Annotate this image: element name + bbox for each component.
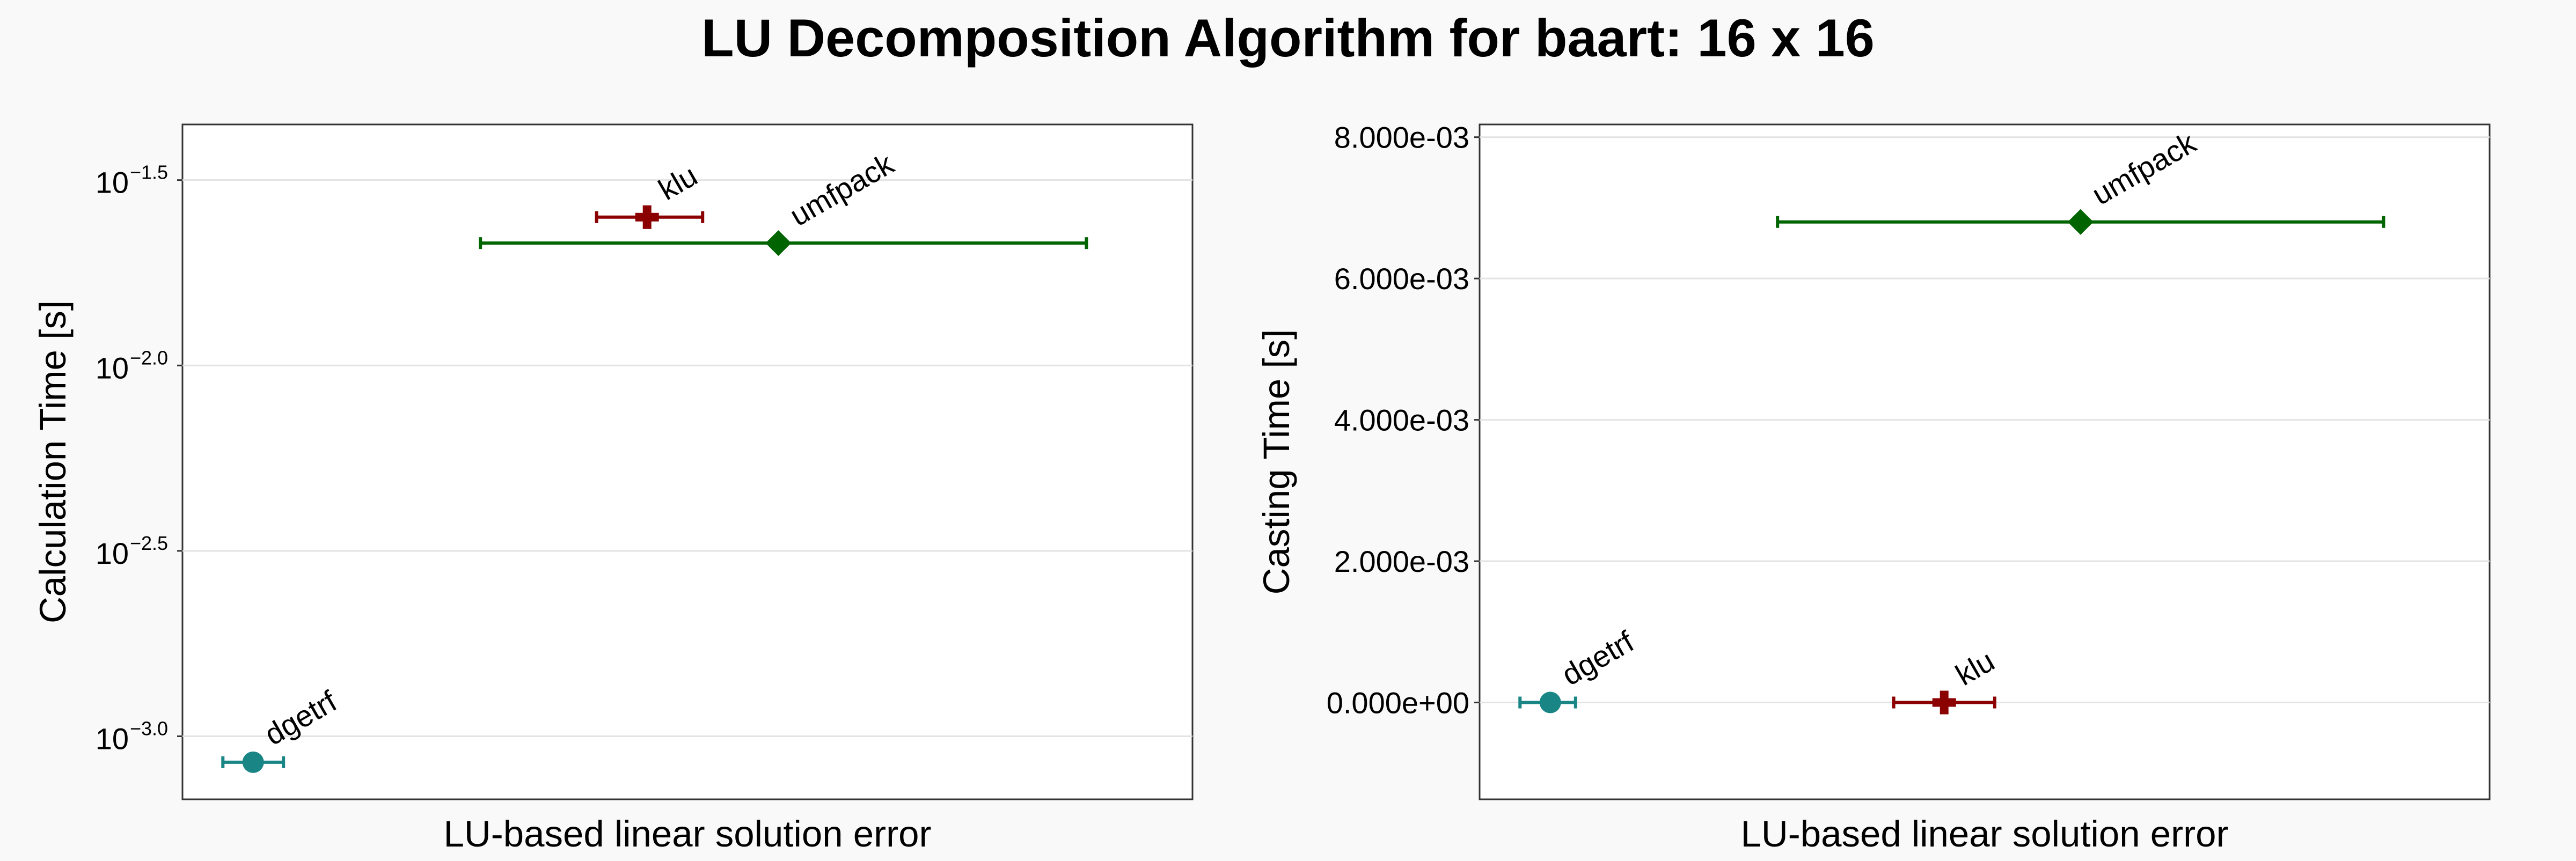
right-chart-panel: 8.000e-03 6.000e-03 4.000e-03 2.000e-03 0.00…	[1256, 121, 2491, 855]
y-tick-label: 10	[96, 722, 129, 755]
y-tick-exponent: −1.5	[130, 161, 168, 183]
plot-area	[1479, 123, 2491, 800]
y-tick-label: 8.000e-03	[1334, 121, 1469, 154]
plot-area	[181, 123, 1194, 800]
y-tick-exponent: −3.0	[130, 717, 168, 739]
figure-title: LU Decomposition Algorithm for baart: 16…	[701, 8, 1875, 68]
circle-marker	[242, 751, 264, 773]
y-tick-label: 10	[96, 536, 129, 570]
y-tick-label: 10	[96, 166, 129, 200]
y-tick-label: 4.000e-03	[1334, 403, 1469, 437]
x-axis-label: LU-based linear solution error	[444, 813, 932, 855]
circle-marker	[1539, 691, 1561, 713]
diamond-marker	[765, 230, 792, 256]
diamond-marker	[2067, 209, 2094, 235]
y-tick-label: 0.000e+00	[1327, 686, 1469, 720]
y-tick-exponent: −2.5	[130, 532, 168, 554]
y-tick-exponent: −2.0	[130, 347, 168, 369]
left-chart-panel: 10 −1.510 −2.010 −2.510 −3.0LU-based linear …	[32, 123, 1194, 855]
y-axis-label: Casting Time [s]	[1256, 329, 1297, 595]
plus-marker	[642, 205, 652, 229]
y-axis-label: Calculation Time [s]	[32, 300, 74, 623]
y-tick-label: 6.000e-03	[1334, 262, 1469, 296]
plus-marker	[1940, 690, 1949, 715]
y-tick-label: 10	[96, 351, 129, 385]
y-tick-label: 2.000e-03	[1334, 544, 1469, 578]
x-axis-label: LU-based linear solution error	[1741, 813, 2229, 855]
